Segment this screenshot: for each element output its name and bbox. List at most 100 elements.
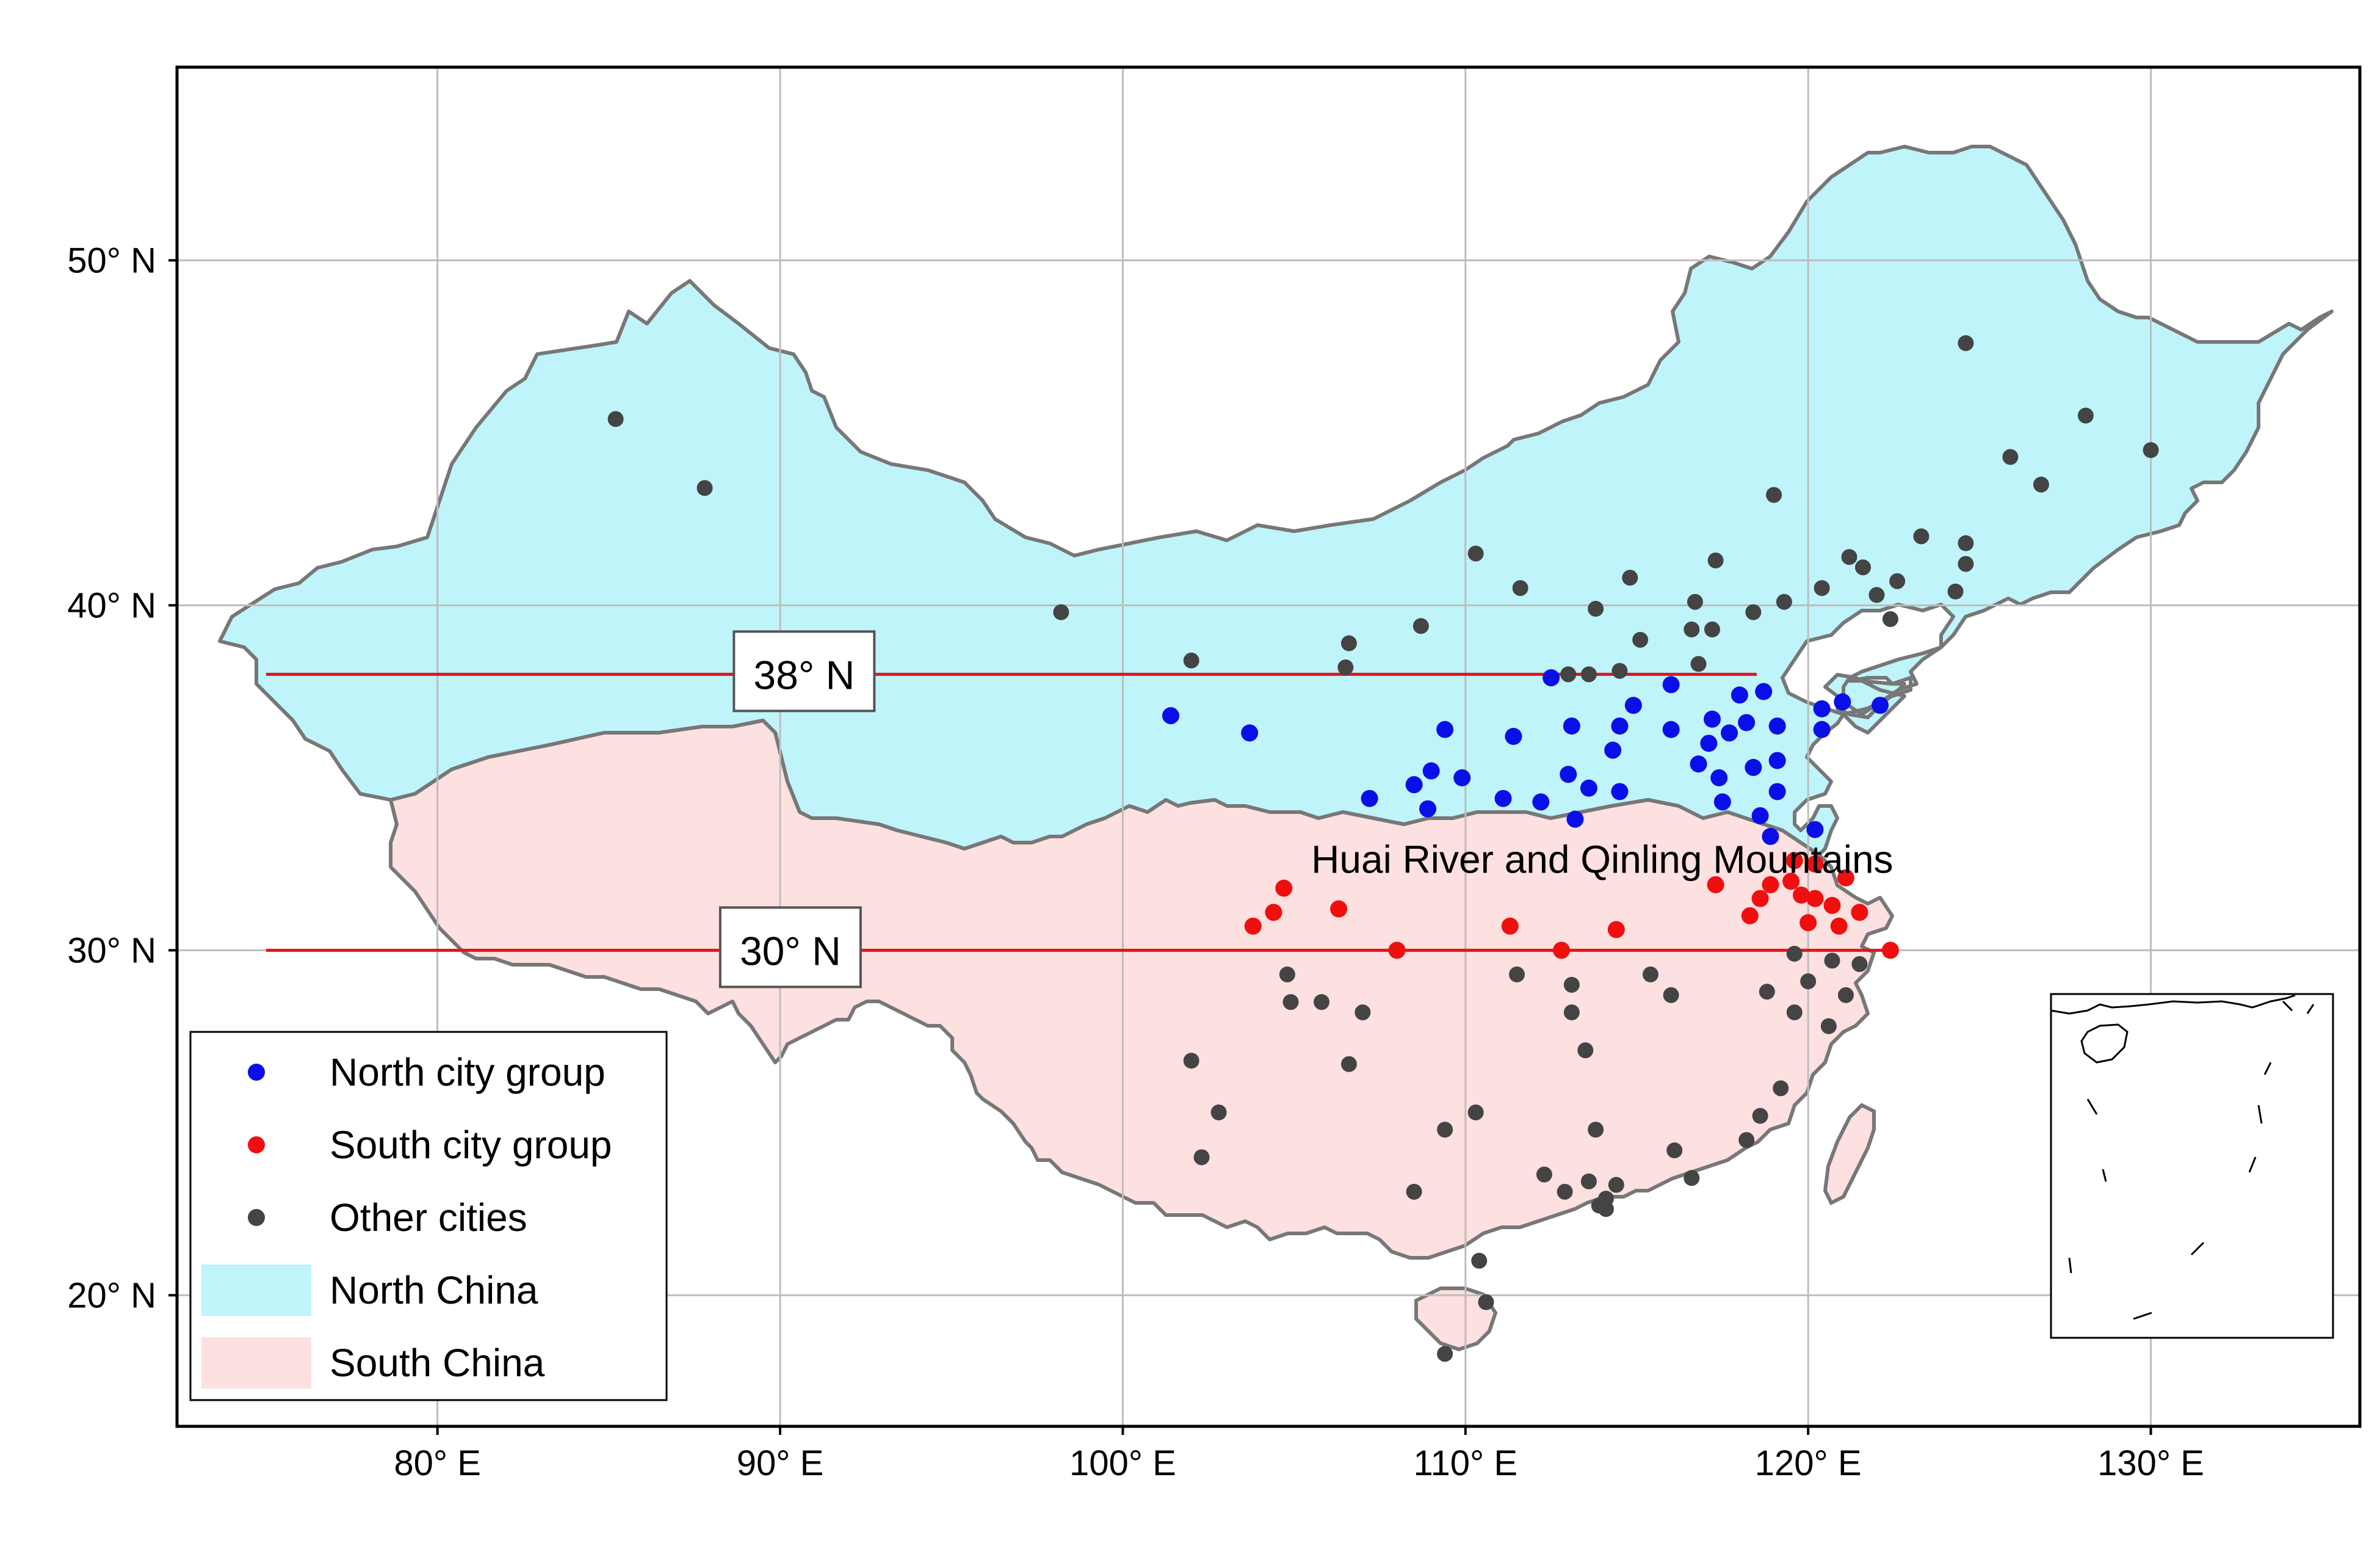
north-city-point (1624, 697, 1642, 714)
other-city-point (1776, 593, 1792, 610)
south-city-point (1823, 896, 1841, 914)
north-city-point (1834, 693, 1851, 711)
other-city-point (2077, 407, 2094, 424)
south-city-point (1501, 917, 1519, 935)
reference-lines (266, 672, 1894, 952)
south-city-point (1782, 873, 1800, 890)
north-city-point (1532, 793, 1550, 811)
north-city-point (1703, 710, 1721, 728)
other-city-point (1509, 966, 1525, 982)
north-city-point (1710, 769, 1728, 786)
north-city-point (1813, 700, 1831, 717)
y-tick-label: 50° N (67, 241, 156, 280)
other-city-point (1687, 593, 1703, 610)
inset-coastline (2050, 994, 2315, 1320)
other-city-point (1337, 659, 1354, 676)
north-city-point (1768, 752, 1786, 769)
x-tick-label: 90° E (737, 1443, 824, 1483)
north-city-point (1745, 758, 1762, 776)
north-city-point (1731, 686, 1748, 704)
other-city-point (1837, 987, 1854, 1003)
reference-line-labels: 38° N 30° N (718, 630, 876, 989)
other-city-point (2033, 476, 2049, 493)
other-city-point (1642, 966, 1658, 982)
other-city-point (1851, 956, 1868, 972)
south-city-point (1837, 869, 1854, 887)
other-city-point (1820, 1018, 1837, 1034)
north-city-point (1560, 766, 1577, 783)
other-city-point (1786, 945, 1803, 962)
north-city-point (1700, 735, 1718, 752)
other-city-point (1536, 1166, 1552, 1183)
north-city-point (1662, 676, 1680, 694)
north-city-point (1494, 789, 1512, 807)
x-tick-label: 100° E (1069, 1443, 1176, 1483)
other-city-point (1406, 1183, 1422, 1200)
x-axis: 80° E 90° E 100° E 110° E 120° E 130° E (394, 1426, 2204, 1483)
hainan-island (1414, 1287, 1498, 1352)
north-city-points (1162, 669, 1889, 845)
north-city-point (1405, 776, 1423, 794)
latitude-label: 30° N (740, 928, 841, 973)
other-city-point (1183, 652, 1199, 669)
other-city-point (1580, 666, 1597, 683)
north-city-point (1738, 714, 1756, 731)
legend-swatch (201, 1265, 311, 1316)
other-city-point (1437, 1122, 1453, 1138)
other-city-point (1704, 621, 1720, 637)
other-city-point (1958, 535, 1974, 551)
south-city-point (1275, 879, 1293, 897)
north-city-point (1543, 669, 1560, 687)
other-city-point (1766, 487, 1782, 503)
latitude-label-box (732, 630, 876, 713)
south-city-point (1881, 942, 1899, 959)
other-city-point (1282, 994, 1299, 1011)
north-city-point (1162, 707, 1180, 725)
other-city-point (1773, 1080, 1789, 1097)
north-city-point (1762, 827, 1779, 845)
x-tick-label: 110° E (1414, 1443, 1517, 1483)
y-tick-label: 40° N (67, 586, 156, 625)
other-city-point (1471, 1252, 1488, 1269)
y-axis: 20° N 30° N 40° N 50° N (67, 241, 177, 1315)
inset-frame (2050, 993, 2334, 1339)
x-tick-label: 120° E (1755, 1443, 1862, 1483)
north-city-point (1241, 724, 1259, 742)
north-city-point (1566, 810, 1584, 828)
north-city-point (1436, 720, 1454, 738)
other-city-point (1684, 1170, 1700, 1186)
north-city-point (1806, 821, 1824, 838)
north-city-point (1453, 769, 1471, 786)
north-city-point (1768, 717, 1786, 735)
other-city-point (1745, 604, 1762, 620)
legend-label: South China (330, 1341, 545, 1385)
south-city-point (1330, 900, 1348, 918)
north-city-point (1580, 779, 1597, 797)
other-city-point (1560, 666, 1577, 683)
north-city-point (1604, 741, 1622, 759)
other-city-point (1854, 559, 1871, 576)
other-city-point (1889, 573, 1906, 589)
other-city-point (1597, 1191, 1614, 1207)
x-tick-label: 80° E (394, 1443, 481, 1483)
other-city-point (1563, 976, 1580, 993)
other-city-point (1563, 1004, 1580, 1021)
other-city-point (1690, 656, 1707, 672)
other-city-point (1608, 1177, 1624, 1193)
north-city-point (1662, 720, 1680, 738)
other-city-point (1580, 1173, 1597, 1189)
north-city-point (1755, 683, 1773, 700)
north-city-point (1505, 728, 1522, 746)
north-city-point (1872, 697, 1889, 714)
other-city-point (1193, 1149, 1210, 1166)
other-city-point (1800, 973, 1817, 990)
other-city-point (1882, 611, 1898, 627)
other-city-point (1588, 1122, 1604, 1138)
other-city-point (1759, 984, 1775, 1000)
other-city-point (2002, 449, 2019, 465)
south-city-point (1707, 876, 1724, 893)
latitude-label-box (718, 906, 862, 989)
other-city-point (1183, 1053, 1199, 1069)
north-city-point (1768, 783, 1786, 800)
